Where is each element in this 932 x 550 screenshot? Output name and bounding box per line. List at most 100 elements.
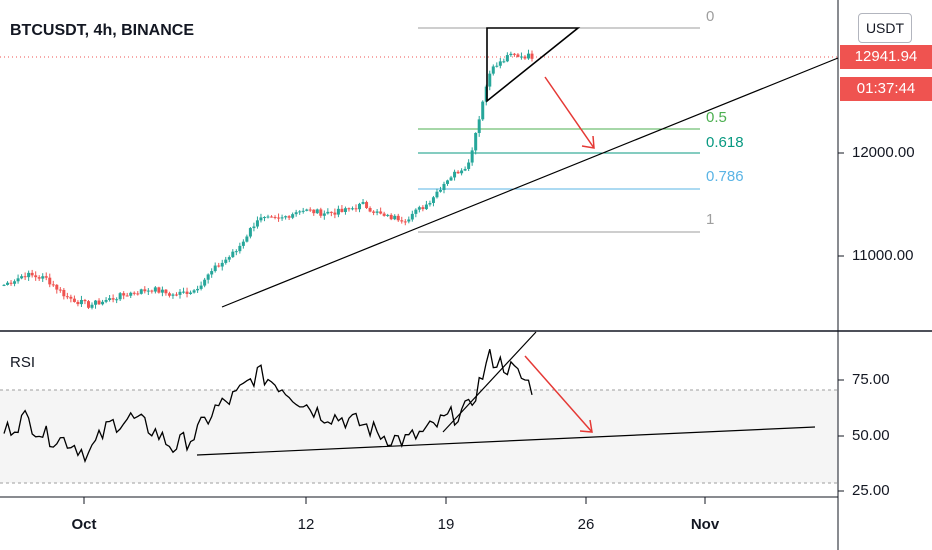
rsi-rising-trendline[interactable] bbox=[442, 331, 537, 433]
candle-body bbox=[361, 202, 365, 204]
x-tick-label: Oct bbox=[71, 516, 97, 533]
candle-body bbox=[414, 209, 418, 214]
candle-body bbox=[72, 298, 76, 302]
candle-body bbox=[305, 209, 309, 211]
candle-body bbox=[6, 282, 10, 285]
candle-body bbox=[2, 284, 6, 286]
fib-label-0-618: 0.618 bbox=[706, 134, 744, 151]
candle-body bbox=[86, 301, 90, 308]
candle-body bbox=[319, 209, 323, 216]
candle-body bbox=[280, 217, 284, 219]
fib-label-0-5: 0.5 bbox=[706, 109, 727, 126]
candle-body bbox=[298, 211, 302, 213]
candle-body bbox=[372, 211, 376, 213]
candle-body bbox=[234, 251, 238, 253]
support-trendline[interactable] bbox=[221, 57, 839, 308]
candle-body bbox=[97, 300, 101, 305]
candle-body bbox=[375, 211, 379, 213]
rsi-support-trendline[interactable] bbox=[196, 426, 816, 456]
candle-body bbox=[329, 211, 333, 213]
candle-body bbox=[350, 208, 354, 210]
candle-body bbox=[326, 211, 330, 214]
candle-body bbox=[519, 56, 523, 58]
candle-body bbox=[347, 208, 351, 210]
candle-body bbox=[396, 215, 400, 221]
x-tick-label: 19 bbox=[437, 516, 455, 533]
x-tick-label: 12 bbox=[297, 516, 315, 533]
rsi-panel-label[interactable]: RSI bbox=[10, 354, 36, 371]
candle-body bbox=[431, 197, 435, 203]
candle-body bbox=[185, 291, 189, 294]
candle-body bbox=[241, 241, 245, 246]
candle-body bbox=[27, 272, 31, 278]
candle-body bbox=[16, 278, 20, 282]
candle-body bbox=[111, 298, 115, 300]
candle-body bbox=[189, 292, 193, 294]
candle-body bbox=[277, 217, 281, 219]
candle-body bbox=[245, 236, 249, 242]
candle-body bbox=[139, 289, 143, 294]
candle-body bbox=[213, 265, 217, 272]
candle-body bbox=[227, 257, 231, 260]
candle-body bbox=[262, 217, 266, 219]
candle-body bbox=[438, 190, 442, 192]
rsi-tick-label: 50.00 bbox=[852, 427, 890, 444]
candle-body bbox=[196, 288, 200, 291]
candle-body bbox=[62, 289, 66, 297]
candle-body bbox=[474, 132, 478, 151]
candle-body bbox=[136, 293, 140, 295]
candle-body bbox=[502, 61, 506, 63]
candle-body bbox=[382, 213, 386, 216]
candle-body bbox=[308, 209, 312, 211]
candle-body bbox=[333, 212, 337, 215]
candle-body bbox=[410, 213, 414, 220]
candle-body bbox=[160, 289, 164, 293]
y-tick-label: 11000.00 bbox=[852, 247, 914, 264]
candle-body bbox=[421, 207, 425, 210]
candle-body bbox=[470, 150, 474, 163]
candle-body bbox=[523, 56, 527, 59]
candle-body bbox=[435, 191, 439, 198]
candle-body bbox=[463, 168, 467, 171]
candle-body bbox=[129, 292, 133, 296]
rsi-tick-label: 25.00 bbox=[852, 482, 890, 496]
candle-body bbox=[30, 272, 34, 276]
candle-body bbox=[386, 214, 390, 216]
candle-body bbox=[481, 101, 485, 120]
candle-body bbox=[417, 207, 421, 210]
candle-body bbox=[291, 214, 295, 218]
candle-body bbox=[157, 287, 161, 293]
candle-body bbox=[231, 251, 235, 258]
candle-body bbox=[442, 183, 446, 191]
candle-body bbox=[312, 209, 316, 214]
candle-body bbox=[446, 180, 450, 184]
candle-body bbox=[498, 61, 502, 66]
candle-body bbox=[273, 216, 277, 218]
candle-body bbox=[322, 213, 326, 216]
candle-body bbox=[453, 171, 457, 178]
candle-body bbox=[76, 301, 80, 305]
candle-body bbox=[220, 262, 224, 267]
x-tick-label: Nov bbox=[690, 516, 720, 533]
candle-body bbox=[266, 216, 270, 218]
rsi-arrow[interactable] bbox=[524, 355, 593, 433]
candle-body bbox=[449, 177, 453, 181]
candle-body bbox=[389, 214, 393, 220]
candle-body bbox=[424, 204, 428, 210]
candle-body bbox=[34, 275, 38, 278]
candle-body bbox=[65, 296, 69, 298]
candle-body bbox=[343, 208, 347, 212]
symbol-title[interactable]: BTCUSDT, 4h, BINANCE bbox=[10, 22, 195, 39]
candle-body bbox=[365, 202, 369, 209]
currency-button[interactable]: USDT bbox=[858, 13, 912, 43]
candle-body bbox=[79, 299, 83, 305]
candle-body bbox=[456, 171, 460, 174]
price-arrow[interactable] bbox=[544, 76, 595, 149]
candle-body bbox=[512, 53, 516, 55]
candle-body bbox=[252, 226, 256, 229]
candle-body bbox=[248, 228, 252, 237]
candle-body bbox=[284, 216, 288, 218]
candle-body bbox=[13, 281, 17, 284]
ascending-triangle[interactable] bbox=[486, 27, 581, 103]
candle-body bbox=[428, 202, 432, 205]
